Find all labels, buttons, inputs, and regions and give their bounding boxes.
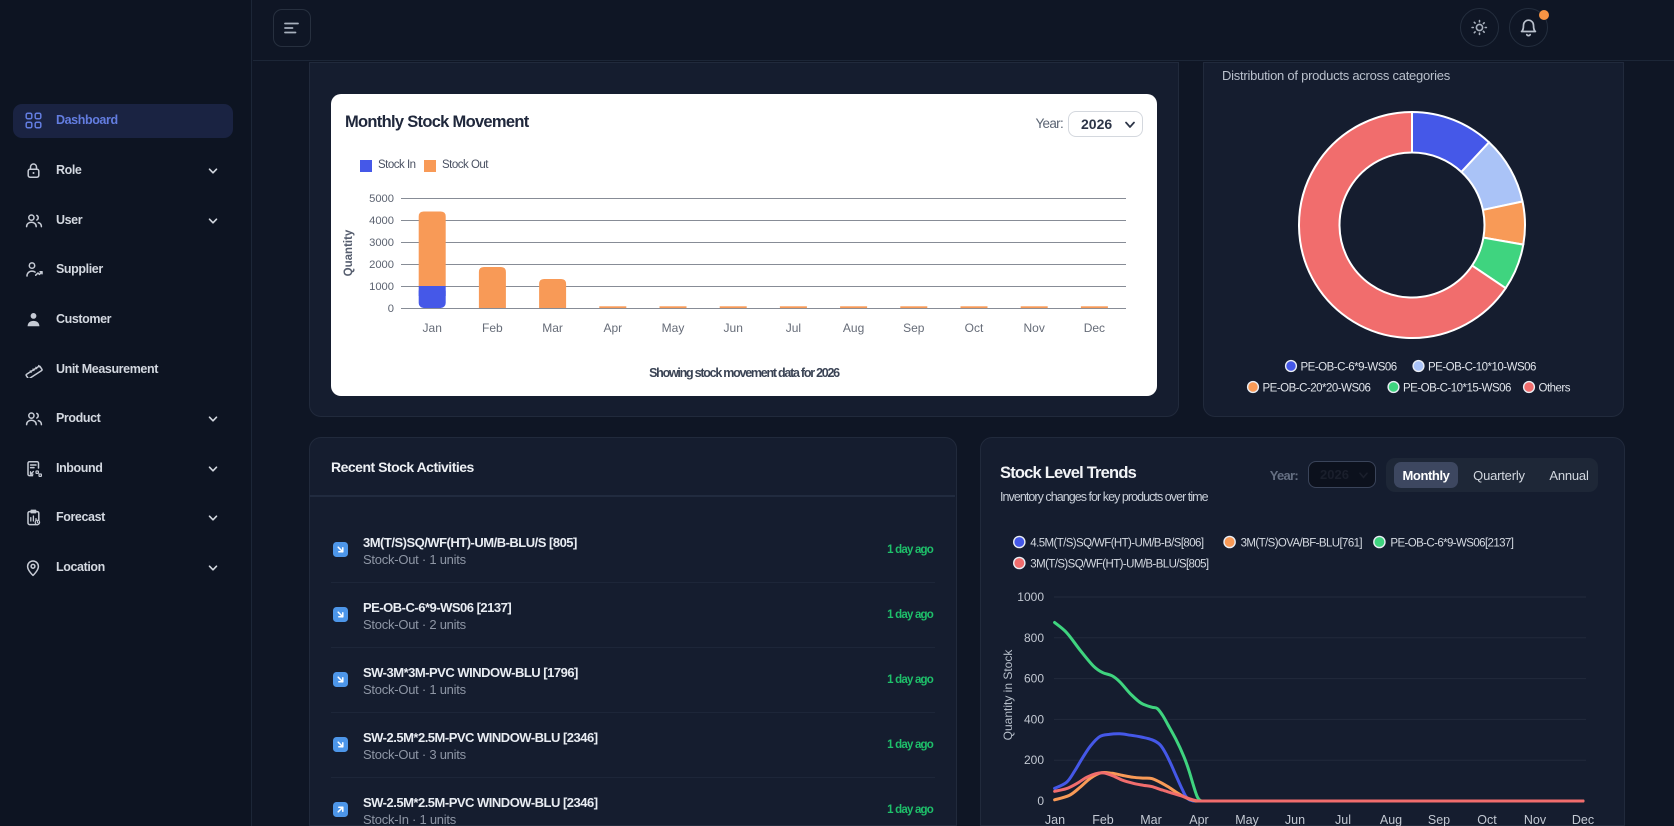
svg-text:Aug: Aug	[1380, 813, 1402, 826]
svg-text:Quantity in Stock: Quantity in Stock	[1001, 649, 1015, 741]
svg-text:PE-OB-C-10*15-WS06: PE-OB-C-10*15-WS06	[1403, 383, 1511, 395]
svg-text:3M(T/S)OVA/BF-BLU[761]: 3M(T/S)OVA/BF-BLU[761]	[1241, 538, 1363, 550]
svg-text:600: 600	[1024, 672, 1044, 686]
svg-text:3000: 3000	[369, 237, 394, 249]
svg-text:Jul: Jul	[786, 321, 801, 335]
svg-text:Jun: Jun	[1285, 813, 1305, 826]
svg-text:Dec: Dec	[1084, 321, 1105, 335]
svg-text:5000: 5000	[369, 193, 394, 205]
svg-text:Dec: Dec	[1572, 813, 1594, 826]
svg-text:0: 0	[1037, 794, 1044, 808]
svg-text:Mar: Mar	[542, 321, 563, 335]
svg-text:Nov: Nov	[1524, 813, 1547, 826]
svg-text:Jun: Jun	[724, 321, 743, 335]
svg-text:4000: 4000	[369, 215, 394, 227]
svg-text:PE-OB-C-6*9-WS06: PE-OB-C-6*9-WS06	[1301, 362, 1397, 374]
svg-text:Oct: Oct	[965, 321, 984, 335]
svg-text:Jan: Jan	[423, 321, 442, 335]
svg-text:PE-OB-C-6*9-WS06[2137]: PE-OB-C-6*9-WS06[2137]	[1390, 538, 1513, 550]
svg-text:Aug: Aug	[843, 321, 864, 335]
svg-text:Jan: Jan	[1045, 813, 1065, 826]
svg-text:1000: 1000	[1017, 590, 1044, 604]
svg-text:1000: 1000	[369, 281, 394, 293]
svg-text:PE-OB-C-10*10-WS06: PE-OB-C-10*10-WS06	[1428, 362, 1536, 374]
svg-text:Feb: Feb	[1092, 813, 1114, 826]
svg-text:Apr: Apr	[1189, 813, 1208, 826]
svg-text:Oct: Oct	[1477, 813, 1497, 826]
svg-text:400: 400	[1024, 712, 1044, 726]
svg-text:May: May	[662, 321, 685, 335]
svg-text:PE-OB-C-20*20-WS06: PE-OB-C-20*20-WS06	[1263, 383, 1371, 395]
svg-text:Apr: Apr	[603, 321, 622, 335]
svg-text:Others: Others	[1539, 383, 1571, 395]
svg-text:Nov: Nov	[1024, 321, 1045, 335]
svg-text:Jul: Jul	[1335, 813, 1351, 826]
svg-text:Mar: Mar	[1140, 813, 1162, 826]
svg-text:May: May	[1235, 813, 1259, 826]
svg-text:2000: 2000	[369, 259, 394, 271]
svg-text:Quantity: Quantity	[343, 229, 355, 276]
svg-text:Feb: Feb	[482, 321, 503, 335]
svg-text:Sep: Sep	[903, 321, 925, 335]
svg-text:Sep: Sep	[1428, 813, 1450, 826]
svg-text:0: 0	[388, 303, 394, 315]
svg-text:800: 800	[1024, 631, 1044, 645]
svg-text:4.5M(T/S)SQ/WF(HT)-UM/B-B/S[80: 4.5M(T/S)SQ/WF(HT)-UM/B-B/S[806]	[1030, 538, 1204, 550]
svg-text:200: 200	[1024, 753, 1044, 767]
svg-text:3M(T/S)SQ/WF(HT)-UM/B-BLU/S[80: 3M(T/S)SQ/WF(HT)-UM/B-BLU/S[805]	[1030, 559, 1209, 571]
